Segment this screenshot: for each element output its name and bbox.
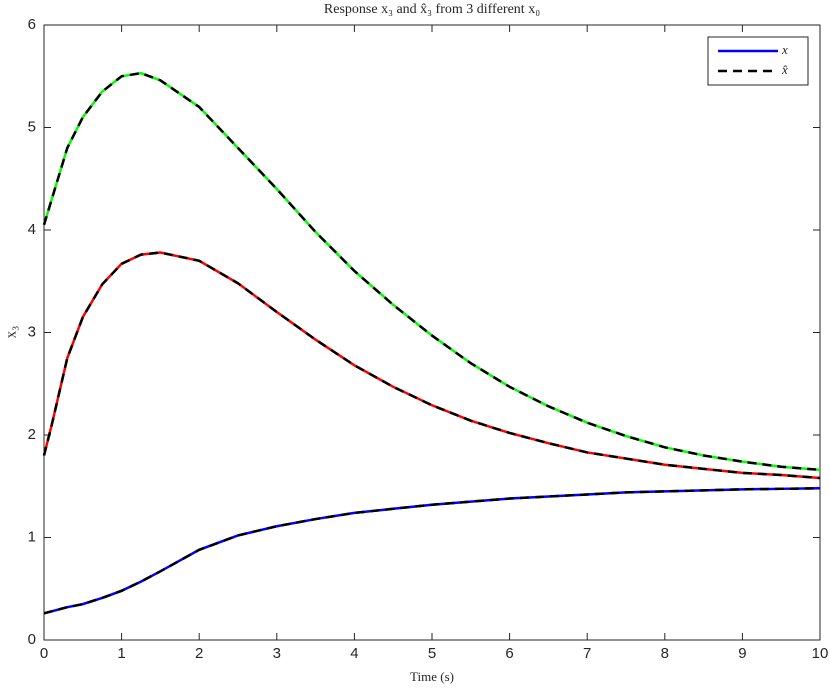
- x-tick-label: 10: [812, 645, 829, 662]
- y-tick-label: 2: [28, 426, 36, 443]
- y-axis-label: x₃: [3, 326, 19, 339]
- x-tick-label: 4: [350, 645, 358, 662]
- legend-box: [707, 36, 809, 86]
- plot-area: [43, 24, 821, 641]
- x-tick-label: 2: [195, 645, 203, 662]
- x-axis-label: Time (s): [410, 669, 454, 684]
- y-tick-label: 0: [28, 631, 36, 648]
- x-tick-label: 3: [273, 645, 281, 662]
- x-tick-label: 0: [40, 645, 48, 662]
- x-tick-label: 7: [583, 645, 591, 662]
- x-tick-label: 6: [505, 645, 513, 662]
- y-tick-label: 3: [28, 323, 36, 340]
- y-tick-label: 4: [28, 221, 36, 238]
- chart-title: Response x₃ and x̂₃ from 3 different x₀: [324, 2, 540, 17]
- x-tick-label: 1: [117, 645, 125, 662]
- y-tick-label: 1: [28, 528, 36, 545]
- x-tick-label: 9: [738, 645, 746, 662]
- y-tick-label: 5: [28, 118, 36, 135]
- estimate-line: [42, 71, 821, 472]
- estimate-line: [43, 487, 821, 615]
- legend-label: x: [781, 42, 788, 57]
- x-tick-label: 5: [428, 645, 436, 662]
- x-tick-label: 8: [661, 645, 669, 662]
- estimate-line: [42, 251, 821, 480]
- y-tick-label: 6: [28, 16, 36, 33]
- legend-label: x̂: [781, 62, 788, 77]
